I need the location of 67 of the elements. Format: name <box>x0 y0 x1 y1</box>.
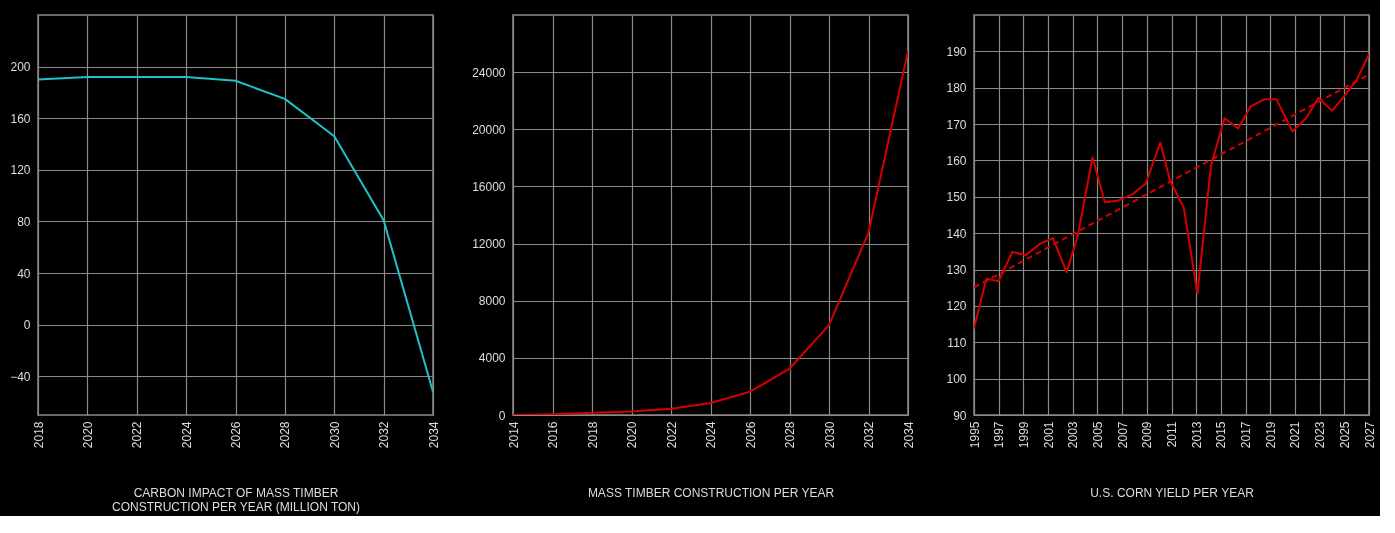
x-tick-label: 2030 <box>822 421 837 449</box>
x-tick-label: 1997 <box>992 421 1007 449</box>
y-tick-label: 90 <box>953 408 967 423</box>
x-tick-label: 2034 <box>426 421 441 449</box>
x-tick-label: 2015 <box>1214 421 1229 449</box>
x-axis-title: MASS TIMBER CONSTRUCTION PER YEAR <box>587 486 835 501</box>
y-tick-label: 160 <box>946 153 967 168</box>
x-tick-label: 2023 <box>1313 421 1328 449</box>
y-tick-label: 16000 <box>472 179 506 194</box>
y-tick-label: 160 <box>10 111 31 126</box>
y-tick-label: 80 <box>17 214 31 229</box>
y-tick-label: 170 <box>946 117 967 132</box>
x-tick-label: 2003 <box>1066 421 1081 449</box>
y-tick-label: 120 <box>946 299 967 314</box>
x-tick-label: 2027 <box>1362 421 1377 449</box>
y-tick-label: 24000 <box>472 65 506 80</box>
y-tick-label: 4000 <box>478 351 506 366</box>
x-tick-label: 2032 <box>862 421 876 449</box>
x-tick-label: 2022 <box>664 421 679 449</box>
y-tick-label: 20000 <box>472 122 506 137</box>
x-axis-title: CARBON IMPACT OF MASS TIMBER CONSTRUCTION PER YEAR (MILLION TON) <box>111 486 361 515</box>
x-tick-label: 2026 <box>229 421 243 449</box>
y-tick-label: 12000 <box>472 237 506 252</box>
x-tick-label: 2011 <box>1165 421 1179 448</box>
x-tick-label: 2020 <box>625 421 639 449</box>
x-tick-label: 2016 <box>546 421 560 449</box>
x-tick-label: 2018 <box>585 421 600 449</box>
x-tick-label: 2028 <box>783 421 797 449</box>
x-tick-label: 2007 <box>1115 421 1130 449</box>
x-tick-label: 2028 <box>278 421 293 449</box>
x-tick-label: 2025 <box>1337 421 1352 449</box>
x-tick-label: 2014 <box>506 421 521 449</box>
y-tick-label: 200 <box>10 60 31 75</box>
x-tick-label: 2017 <box>1239 421 1254 449</box>
y-tick-label: −40 <box>10 369 31 384</box>
x-tick-label: 2005 <box>1090 421 1105 449</box>
x-tick-label: 2034 <box>901 421 916 449</box>
x-tick-label: 2009 <box>1140 421 1155 449</box>
y-tick-label: 40 <box>17 266 31 281</box>
x-tick-label: 2013 <box>1189 421 1204 449</box>
x-tick-label: 2024 <box>179 421 194 449</box>
y-tick-label: 110 <box>947 335 967 350</box>
x-tick-label: 1995 <box>967 421 982 449</box>
y-tick-label: 180 <box>946 81 967 96</box>
y-tick-label: 8000 <box>478 294 506 309</box>
y-tick-label: 130 <box>946 263 967 278</box>
y-tick-label: 100 <box>946 372 967 387</box>
x-tick-label: 2026 <box>743 421 758 449</box>
x-tick-label: 2019 <box>1263 421 1278 449</box>
x-tick-label: 2032 <box>377 421 392 449</box>
y-tick-label: 120 <box>10 163 31 178</box>
x-tick-label: 2030 <box>327 421 342 449</box>
y-tick-label: 190 <box>946 44 967 59</box>
x-tick-label: 2018 <box>31 421 46 449</box>
x-tick-label: 2022 <box>130 421 145 449</box>
x-tick-label: 2001 <box>1041 421 1056 449</box>
y-tick-label: 0 <box>23 318 31 333</box>
x-axis-title: U.S. CORN YIELD PER YEAR <box>1090 486 1255 501</box>
x-tick-label: 2024 <box>704 421 718 449</box>
x-tick-label: 2021 <box>1288 421 1303 449</box>
y-tick-label: 0 <box>498 408 506 423</box>
x-tick-label: 2020 <box>80 421 95 449</box>
x-tick-label: 1999 <box>1016 421 1031 449</box>
line-series <box>38 75 433 393</box>
y-tick-label: 150 <box>946 190 967 205</box>
line-series <box>974 53 1369 330</box>
y-tick-label: 140 <box>946 226 967 241</box>
